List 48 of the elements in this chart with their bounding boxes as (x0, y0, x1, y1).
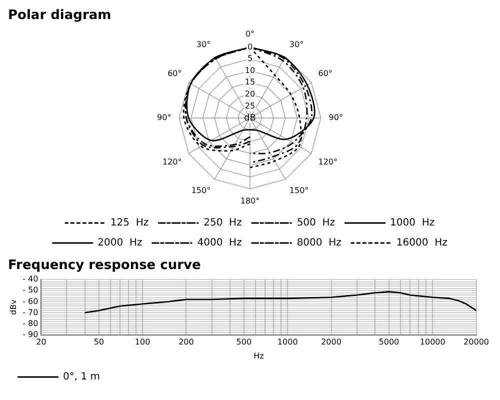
x-tick-label: 100 (134, 338, 150, 347)
y-tick-label: 15 (244, 78, 256, 87)
y-tick-label: - 50 (22, 286, 38, 295)
spoke-label: 120° (318, 157, 338, 166)
y-tick-label: - 40 (22, 274, 38, 284)
x-tick-label: 1000 (277, 338, 298, 347)
x-axis-title: Hz (254, 351, 264, 360)
spoke-label: 180° (240, 196, 260, 206)
legend-label: 500 Hz (296, 218, 336, 229)
y-axis-title: dBv (8, 299, 18, 315)
legend-label: 1000 Hz (390, 218, 435, 229)
y-tick-label: 10 (244, 66, 256, 75)
y-tick-label: 5 (247, 54, 253, 64)
x-tick-label: 2000 (321, 338, 342, 347)
spoke-label: 90° (157, 113, 172, 122)
legend-label: 16000 Hz (396, 238, 448, 249)
spoke-label: 150° (289, 186, 309, 196)
x-tick-label: 50 (94, 338, 104, 347)
spoke-label: 60° (168, 68, 182, 78)
x-tick-label: 20 (36, 338, 46, 347)
spoke-label: 30° (196, 40, 211, 50)
x-tick-label: 5000 (378, 338, 400, 347)
spoke-label: 120° (162, 157, 182, 166)
legend-label: 125 Hz (110, 218, 149, 229)
y-tick-label: - 90 (22, 330, 38, 339)
x-tick-label: 10000 (420, 338, 446, 347)
y-tick-label: 25 (244, 101, 256, 110)
spoke-label: 0° (245, 29, 255, 38)
legend-label: 250 Hz (204, 218, 242, 229)
text: dB (244, 113, 256, 124)
legend-label: 2000 Hz (98, 238, 142, 249)
chart-title: Frequency response curve (8, 258, 201, 274)
legend-label: 4000 Hz (197, 238, 242, 249)
legend-label: 0°, 1 m (63, 372, 100, 383)
y-tick-label: - 60 (22, 296, 38, 306)
y-tick-label: 0 (247, 42, 253, 52)
spoke-label: 60° (318, 68, 332, 78)
x-tick-label: 500 (236, 338, 252, 347)
y-tick-label: - 70 (22, 308, 38, 317)
x-tick-label: 200 (178, 338, 194, 347)
legend-label: 8000 Hz (296, 238, 342, 249)
x-tick-label: 20000 (464, 338, 489, 347)
spoke-label: 30° (289, 40, 304, 50)
y-tick-label: - 80 (22, 318, 38, 328)
spoke-label: 90° (328, 113, 343, 122)
spoke-label: 150° (191, 186, 211, 196)
y-tick-label: 20 (244, 89, 256, 98)
chart-title: Polar diagram (8, 8, 112, 24)
